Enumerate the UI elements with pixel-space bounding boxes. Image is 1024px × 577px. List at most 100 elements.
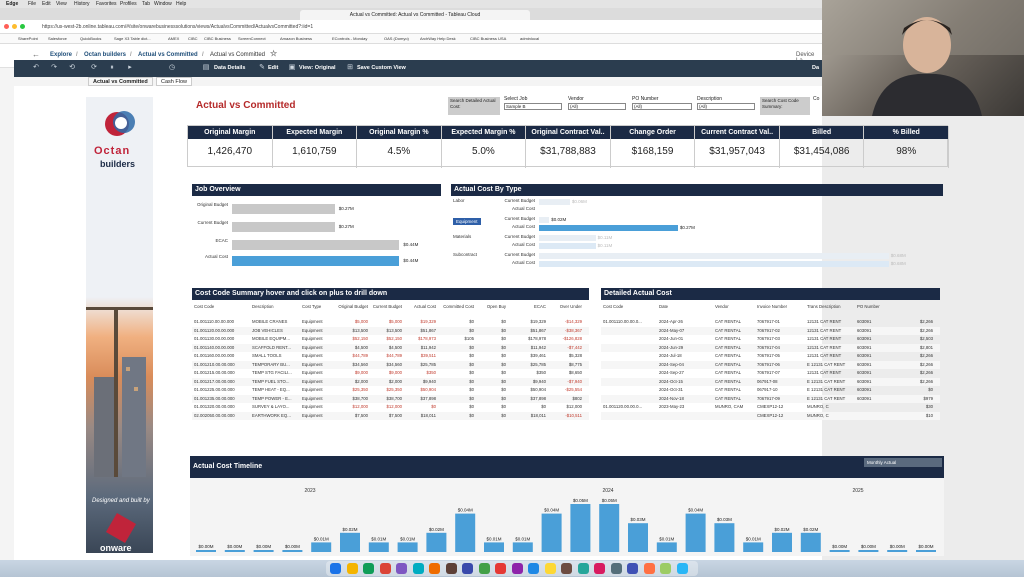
table-row[interactable]: CMEXP12-12 MUNRO, C $10 <box>601 411 940 420</box>
timeline-bar[interactable] <box>570 504 591 552</box>
back-arrow-icon[interactable]: ← <box>32 50 40 59</box>
column-header[interactable]: Original Budget <box>338 304 368 309</box>
table-row[interactable]: 01.001110.00.00.000 MOBILE CRANES Equipmen… <box>192 318 589 326</box>
timeline-bar[interactable] <box>340 532 360 552</box>
timeline-bar[interactable] <box>685 513 706 552</box>
bookmark-item[interactable]: ScreenConnect <box>238 36 266 41</box>
alerts-icon[interactable]: ◷ <box>168 64 176 71</box>
vendor-select[interactable]: (All) <box>568 103 626 110</box>
menu-view[interactable]: View <box>56 1 67 7</box>
pause-icon[interactable]: ⏸ <box>110 64 114 71</box>
table-row[interactable]: 01.001320.00.00.000 SURVEY & LAYO... Equip… <box>192 403 589 411</box>
bookmark-item[interactable]: ArchWay Help Desk <box>420 36 456 41</box>
job-overview-bar[interactable] <box>232 204 335 214</box>
column-header[interactable]: Current Budget <box>372 304 402 309</box>
timeline-bar[interactable] <box>772 532 792 552</box>
column-header[interactable]: Committed Cost <box>443 304 474 309</box>
timeline-bar[interactable] <box>512 542 533 552</box>
toolbar-more-button[interactable]: Da <box>812 65 820 71</box>
job-overview-bar[interactable] <box>232 222 335 232</box>
timeline-bar[interactable] <box>887 550 908 552</box>
column-header[interactable]: Cost Code <box>603 304 624 309</box>
dock-app-icon[interactable] <box>495 563 506 574</box>
dock-app-icon[interactable] <box>379 563 391 574</box>
table-row[interactable]: 01.001120.00.00.0... 2023-May-23 MUNRO, CA… <box>601 403 940 411</box>
table-row[interactable]: 2024-Jun-29 CAT RENTAL 7067917-04 12131 CAT… <box>601 343 940 352</box>
cost-type-bar[interactable] <box>539 235 596 241</box>
bookmark-item[interactable]: OAS (Domyo) <box>384 36 409 41</box>
column-header[interactable]: ECAC <box>534 304 546 309</box>
timeline-bar[interactable] <box>628 523 648 552</box>
menu-favorites[interactable]: Favorites <box>96 1 117 7</box>
browser-tab[interactable]: Actual vs Committed: Actual vs Committed… <box>300 10 530 20</box>
save-custom-view-button[interactable]: Save Custom View <box>357 65 406 71</box>
search-cost-code-box[interactable]: Search Cost Code Summary: <box>760 97 810 115</box>
timeline-bar[interactable] <box>599 504 620 552</box>
data-details-button[interactable]: Data Details <box>214 65 246 71</box>
dock-app-icon[interactable] <box>610 563 622 574</box>
cost-type-bar[interactable] <box>539 243 596 249</box>
table-row[interactable]: 01.001160.00.00.000 SMALL TOOLS Equipment $… <box>192 352 589 360</box>
dock-app-icon[interactable] <box>412 563 424 574</box>
table-row[interactable]: 2024-Oct-15 CAT RENTAL 067917-08 E 12131 CA… <box>601 377 940 386</box>
refresh-icon[interactable]: ⟳ <box>91 64 97 71</box>
favorite-star-icon[interactable]: ☆ <box>270 49 278 58</box>
table-row[interactable]: 01.001140.00.00.000 SCAFFOLD RENT... Equip… <box>192 343 589 352</box>
dock-app-icon[interactable] <box>445 563 457 574</box>
dock-app-icon[interactable] <box>643 563 655 574</box>
menu-window[interactable]: Window <box>154 1 172 7</box>
timeline-bar[interactable] <box>656 542 677 552</box>
table-row[interactable]: 01.001217.00.00.000 TEMP FUEL STO... Equip… <box>192 377 589 386</box>
column-header[interactable]: Invoice Number <box>757 304 788 309</box>
dock-app-icon[interactable] <box>528 563 539 574</box>
column-header[interactable]: PO Number <box>857 304 880 309</box>
timeline-bar[interactable] <box>253 550 274 552</box>
timeline-bar[interactable] <box>426 532 447 552</box>
timeline-bar[interactable] <box>916 550 936 552</box>
dock-app-icon[interactable] <box>429 563 440 574</box>
po-select[interactable]: (All) <box>632 103 692 110</box>
menu-tab[interactable]: Tab <box>142 1 151 7</box>
job-overview-bar[interactable] <box>232 240 400 250</box>
timeline-bar[interactable] <box>858 550 879 552</box>
timeline-bar[interactable] <box>484 542 504 552</box>
timeline-bar[interactable] <box>743 542 764 552</box>
column-header[interactable]: Date <box>659 304 669 309</box>
table-row[interactable]: 01.001110.00.00.0... 2024-Apr-26 CAT RENTA… <box>601 318 940 326</box>
cost-type-bar[interactable] <box>539 253 889 259</box>
redo-icon[interactable]: ↷ <box>51 64 57 71</box>
timeline-bar[interactable] <box>829 550 850 552</box>
dock-app-icon[interactable] <box>676 563 688 574</box>
table-row[interactable]: 2024-Nov-18 CAT RENTAL 7067917-09 E 12131 C… <box>601 394 940 403</box>
cost-type-bar[interactable] <box>539 217 550 223</box>
column-header[interactable]: Over Under <box>559 304 582 309</box>
column-header[interactable]: Vendor <box>715 304 729 309</box>
column-header[interactable]: Actual Cost <box>414 304 436 309</box>
table-row[interactable]: 01.001210.00.00.000 TEMPORARY BU... Equipm… <box>192 360 589 369</box>
breadcrumb-explore[interactable]: Explore <box>50 52 73 58</box>
table-row[interactable]: 01.001130.00.00.000 MOBILE EQUIPM... Equip… <box>192 335 589 343</box>
dock-app-icon[interactable] <box>594 563 605 574</box>
dock-app-icon[interactable] <box>544 563 556 574</box>
bookmark-item[interactable]: adminlocal <box>520 36 540 41</box>
dock-app-icon[interactable] <box>478 563 490 574</box>
bookmark-item[interactable]: Amazon Business <box>280 36 313 41</box>
column-header[interactable]: Description <box>252 304 274 309</box>
column-header[interactable]: Open Buy <box>486 304 506 309</box>
dock-app-icon[interactable] <box>561 563 572 574</box>
job-select[interactable]: Sample B <box>504 103 562 110</box>
timeline-dropdown[interactable]: Monthly Actual <box>864 458 942 467</box>
table-row[interactable]: 02.002050.00.00.000 EARTHWORK EQ... Equipm… <box>192 411 589 420</box>
job-overview-bar[interactable] <box>232 256 400 266</box>
timeline-bar[interactable] <box>455 513 476 552</box>
timeline-bar[interactable] <box>282 550 303 552</box>
timeline-bar[interactable] <box>224 550 245 552</box>
bookmark-item[interactable]: CIBC <box>188 36 198 41</box>
table-row[interactable]: 01.001235.00.00.000 TEMP POWER - E... Equi… <box>192 394 589 403</box>
dock-app-icon[interactable] <box>660 563 671 574</box>
menu-edit[interactable]: Edit <box>42 1 51 7</box>
table-row[interactable]: 2024-Jul-18 CAT RENTAL 7067917-05 12131 CAT… <box>601 352 940 360</box>
table-row[interactable]: 01.001225.00.00.000 TEMP HEAT - EQ... Equi… <box>192 386 589 394</box>
bookmark-item[interactable]: CIBC Business USA <box>470 36 507 41</box>
bookmark-item[interactable]: Sage X3 Table dict... <box>114 36 151 41</box>
